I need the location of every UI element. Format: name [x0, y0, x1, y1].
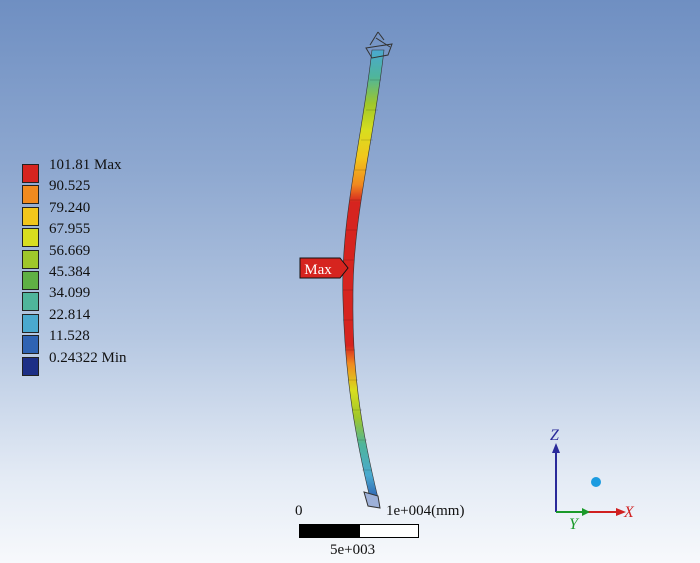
- legend-swatch: [22, 271, 39, 290]
- x-axis-label: X: [624, 504, 634, 521]
- legend-swatch: [22, 292, 39, 312]
- legend-swatch: [22, 206, 39, 226]
- legend-label: 0.24322 Min: [49, 349, 127, 366]
- legend-label: 67.955: [49, 221, 91, 238]
- legend-label: 56.669: [49, 242, 91, 259]
- legend-swatch: [22, 335, 39, 355]
- legend-swatch: [22, 228, 39, 248]
- legend-label: 11.528: [49, 328, 90, 345]
- legend-swatch: [22, 249, 39, 269]
- max-probe-label: Max: [304, 262, 332, 278]
- legend-swatch: [22, 313, 39, 333]
- max-probe: Max: [299, 257, 349, 279]
- top-fixture: [365, 31, 393, 59]
- x-axis-arrow: [616, 508, 626, 516]
- z-axis-arrow: [552, 443, 560, 453]
- legend-swatch: [22, 356, 39, 376]
- scale-bar-white: [359, 524, 419, 538]
- legend-swatch: [22, 185, 39, 205]
- legend-label: 22.814: [49, 306, 91, 323]
- y-axis-arrow: [582, 508, 590, 516]
- bottom-fixture: [363, 491, 381, 509]
- legend-swatch: [22, 164, 39, 183]
- axis-triad[interactable]: Z Y X: [540, 425, 650, 535]
- legend-label: 34.099: [49, 285, 91, 302]
- legend-label: 45.384: [49, 264, 91, 280]
- legend-label: 79.240: [49, 199, 91, 216]
- scale-mid-label: 5e+003: [330, 542, 376, 558]
- legend-label: 90.525: [49, 178, 91, 195]
- scale-left-label: 0: [295, 503, 303, 519]
- scale-bar-black: [299, 524, 359, 538]
- legend-label: 101.81 Max: [49, 157, 122, 173]
- scale-right-label: 1e+004(mm): [386, 503, 465, 519]
- beam-mesh-lines: [343, 79, 381, 471]
- view-center-dot: [591, 477, 601, 487]
- y-axis-label: Y: [569, 516, 578, 533]
- beam-body: [342, 49, 385, 499]
- z-axis-label: Z: [550, 427, 559, 444]
